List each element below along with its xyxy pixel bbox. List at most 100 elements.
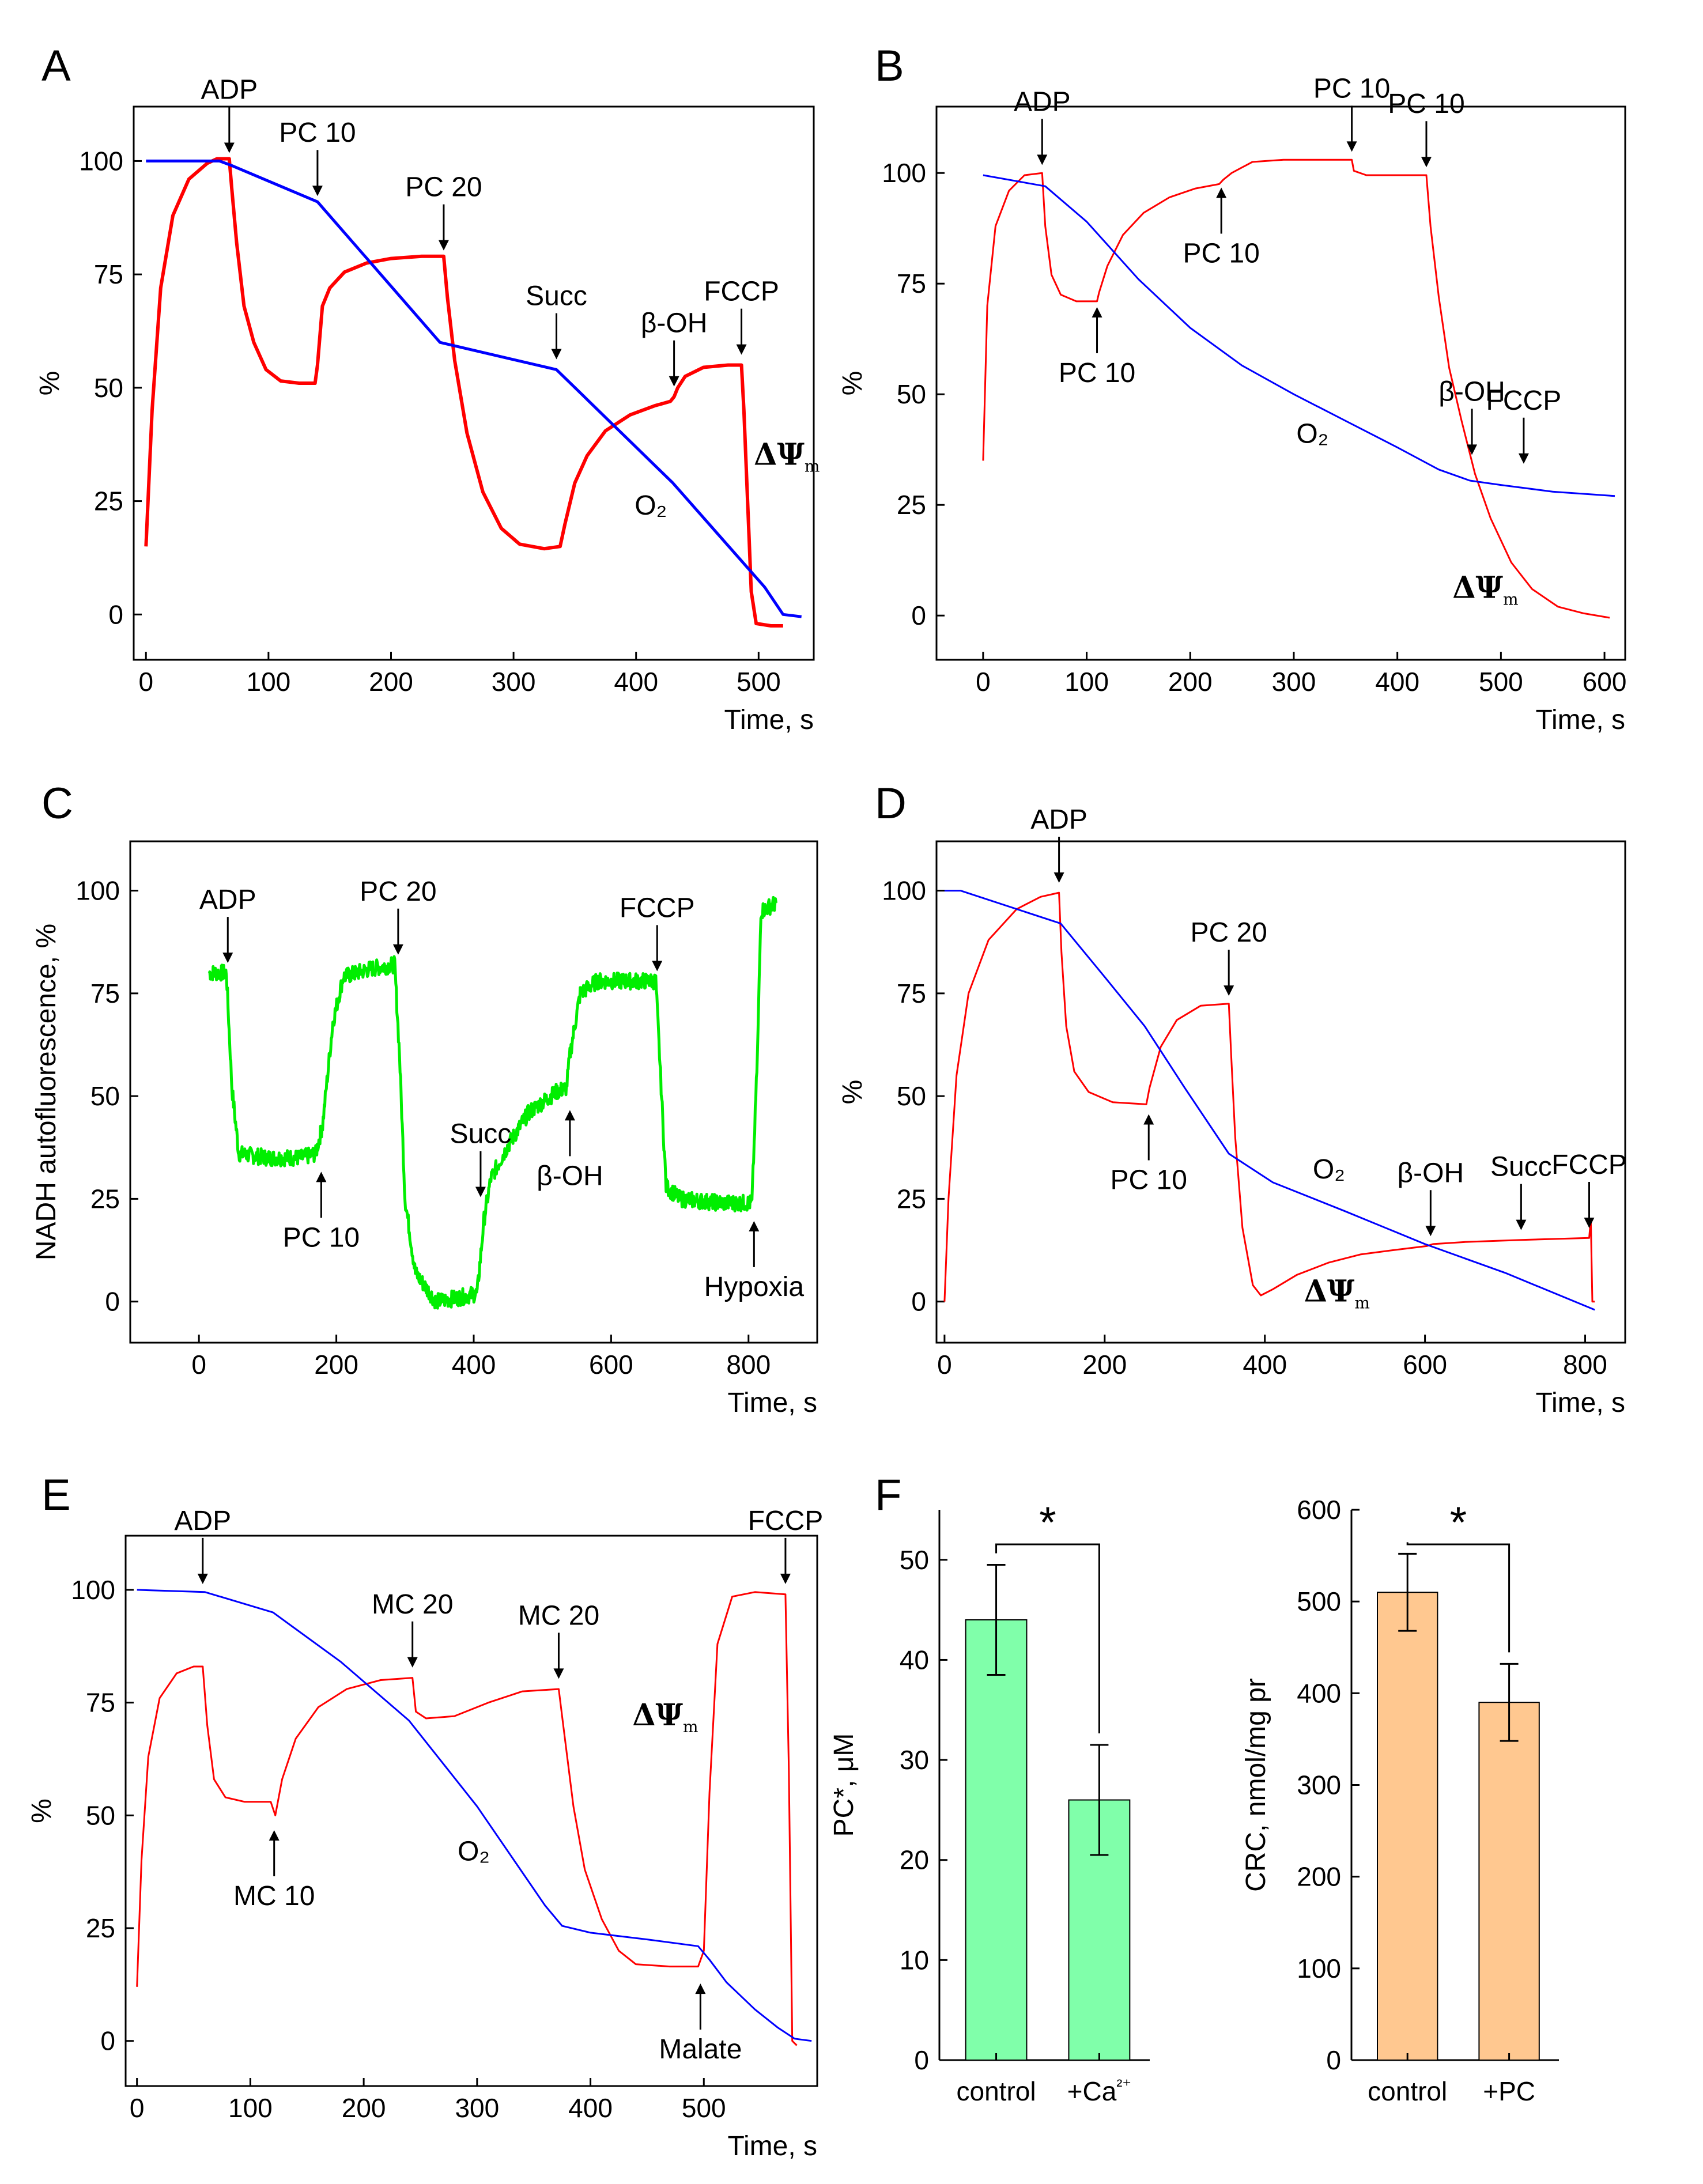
- addition-annotation: FCCP: [620, 893, 695, 972]
- y-tick-label: 100: [882, 876, 926, 906]
- annotation-label: PC 10: [279, 118, 356, 148]
- annotation-label: β-OH: [641, 308, 708, 339]
- y-tick-label: 0: [105, 1287, 120, 1317]
- arrow-head: [1421, 157, 1432, 168]
- x-axis-title: Time, s: [1535, 1388, 1625, 1418]
- significance-bracket: [1406, 1542, 1511, 1653]
- y-tick-label: 75: [94, 259, 123, 289]
- annotation-label: PC 20: [405, 172, 482, 203]
- axes: [124, 1535, 818, 2087]
- oxygen-trace: [137, 1589, 812, 2042]
- x-axis-title: Time, s: [727, 1388, 817, 1418]
- annotation-label: Hypoxia: [704, 1272, 805, 1302]
- annotation-label: Succ: [1490, 1152, 1552, 1182]
- addition-annotation: MC 20: [372, 1589, 453, 1668]
- panel-f-pc-bar-chart: F 0 10 20 30 40 50 PC*, μM control +Ca²⁺ *: [829, 1471, 1150, 2106]
- x-tick-label: 400: [614, 667, 658, 697]
- annotation-label: PC 10: [1059, 358, 1135, 388]
- x-tick-label: 0: [976, 667, 991, 697]
- y-tick-label: 50: [897, 379, 926, 409]
- y-tick-label: 100: [882, 158, 926, 188]
- axes: [133, 105, 815, 661]
- annotation-label: FCCP: [1486, 386, 1562, 416]
- addition-annotation: PC 10: [1313, 73, 1390, 152]
- arrow-head: [736, 344, 747, 355]
- addition-annotation: ADP: [199, 885, 256, 963]
- curve-label-oxygen: O₂: [1296, 419, 1328, 449]
- plot-frame: [935, 105, 1626, 661]
- y-tick-label: 25: [897, 1184, 926, 1214]
- y-tick-label: 500: [1297, 1586, 1341, 1616]
- arrow-head: [695, 1983, 706, 1994]
- x-axis-title: Time, s: [1535, 705, 1625, 735]
- axes: [129, 840, 818, 1344]
- membrane-potential-trace: [136, 1591, 798, 2046]
- y-tick-label: 0: [1326, 2045, 1341, 2075]
- y-tick-label: 25: [86, 1913, 115, 1943]
- y-tick-label: 0: [108, 599, 123, 629]
- arrow-head: [749, 1221, 760, 1231]
- arrow-head: [1224, 985, 1234, 996]
- y-tick-label: 300: [1297, 1770, 1341, 1800]
- panel-e-chart: E 0 100 200 300 400 500 0 25 50 75 100 Time, s% ADP MC…: [27, 1471, 823, 2162]
- annotation-label: MC 10: [233, 1881, 315, 1911]
- x-tick-label: 200: [342, 2093, 386, 2123]
- arrow-head: [564, 1110, 575, 1121]
- curve-label-oxygen: O₂: [635, 490, 667, 521]
- addition-annotation: PC 10: [283, 1172, 360, 1253]
- arrow-head: [407, 1657, 418, 1668]
- y-tick-label: 75: [897, 978, 926, 1008]
- addition-annotation: PC 10: [279, 118, 356, 197]
- curve-label-membrane-potential: ΔΨm: [1452, 570, 1518, 609]
- addition-annotation: FCCP: [748, 1506, 823, 1584]
- arrow-head: [392, 944, 403, 955]
- x-tick-label: 200: [1168, 667, 1213, 697]
- x-tick-label: 500: [1479, 667, 1523, 697]
- addition-annotation: Succ: [450, 1119, 511, 1197]
- addition-annotation: β-OH: [1398, 1158, 1464, 1237]
- x-axis-title: Time, s: [724, 705, 814, 735]
- y-tick-label: 0: [100, 2026, 115, 2056]
- annotation-label: PC 10: [283, 1222, 360, 1253]
- y-tick-label: 100: [79, 146, 123, 176]
- y-tick-label: 0: [911, 1287, 926, 1317]
- addition-annotation: Hypoxia: [704, 1221, 805, 1302]
- curve-label-membrane-potential: ΔΨm: [632, 1698, 698, 1736]
- arrow-head: [1053, 872, 1064, 883]
- arrow-head: [269, 1830, 280, 1841]
- curve-label-membrane-potential: ΔΨm: [1304, 1274, 1370, 1313]
- curve-label-membrane-potential: ΔΨm: [754, 437, 820, 476]
- annotation-label: PC 20: [360, 876, 436, 907]
- curve-label-oxygen: O₂: [1313, 1154, 1345, 1185]
- y-tick-label: 50: [90, 1081, 120, 1111]
- annotation-label: FCCP: [704, 277, 779, 307]
- arrow-head: [1346, 141, 1357, 152]
- annotation-label: MC 20: [518, 1600, 599, 1631]
- y-tick-label: 25: [90, 1184, 120, 1214]
- y-tick-label: 75: [86, 1688, 115, 1718]
- y-tick-label: 40: [900, 1645, 929, 1675]
- x-category-label: control: [957, 2076, 1036, 2106]
- x-tick-label: 100: [246, 667, 290, 697]
- arrow-head: [312, 186, 323, 197]
- arrow-head: [475, 1187, 486, 1197]
- y-tick-label: 100: [71, 1575, 115, 1605]
- arrow-head: [1143, 1114, 1154, 1125]
- annotation-label: Succ: [526, 281, 587, 312]
- x-tick-label: 300: [455, 2093, 499, 2123]
- arrow-head: [316, 1172, 327, 1182]
- y-tick-label: 200: [1297, 1862, 1341, 1892]
- arrow-head: [1518, 453, 1529, 464]
- addition-annotation: PC 10: [1183, 187, 1260, 269]
- arrow-head: [197, 1573, 208, 1584]
- arrow-head: [780, 1573, 791, 1584]
- panel-d-chart: D 0 200 400 600 800 0 25 50 75 100 Time, s% ADP PC 10…: [837, 779, 1627, 1418]
- arrow-head: [1516, 1219, 1527, 1230]
- addition-annotation: Succ: [526, 281, 587, 360]
- significance-star: *: [1450, 1498, 1467, 1547]
- x-tick-label: 100: [1064, 667, 1109, 697]
- y-tick-label: 100: [1297, 1953, 1341, 1983]
- arrow-head: [553, 1668, 564, 1679]
- y-tick-label: 50: [900, 1545, 929, 1575]
